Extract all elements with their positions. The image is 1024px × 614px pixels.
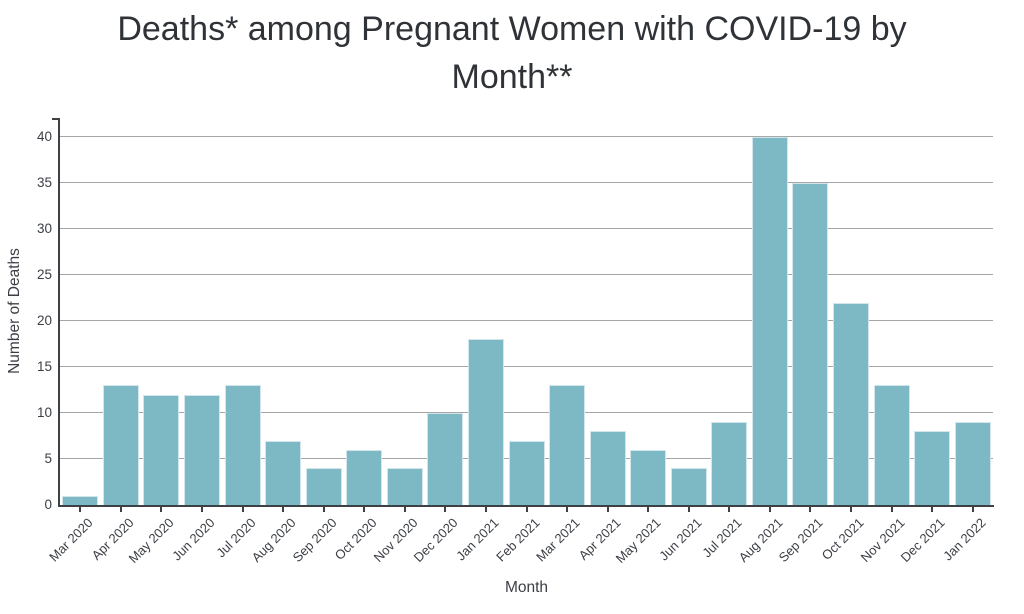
x-tick-mark: [119, 507, 122, 512]
x-tick-mark: [931, 507, 934, 512]
bar-oct-2020: [346, 449, 383, 505]
y-tick-label: 40: [36, 129, 52, 144]
bar-sep-2020: [305, 468, 342, 505]
x-tick-mark: [363, 507, 366, 512]
bar-jun-2020: [183, 394, 220, 505]
bar-nov-2021: [873, 385, 910, 505]
x-tick-mark: [79, 507, 82, 512]
bar-jan-2022: [954, 422, 991, 505]
bar-dec-2020: [427, 413, 464, 505]
y-axis-line: [58, 118, 60, 507]
bar-jun-2021: [670, 468, 707, 505]
chart-title: Deaths* among Pregnant Women with COVID-…: [0, 5, 1024, 101]
x-tick-mark: [687, 507, 690, 512]
chart-title-line-2: Month**: [451, 58, 573, 96]
bar-may-2021: [630, 449, 667, 505]
x-tick-mark: [606, 507, 609, 512]
bar-jan-2021: [467, 339, 504, 505]
bar-may-2020: [143, 394, 180, 505]
x-tick-mark: [728, 507, 731, 512]
y-tick-label: 20: [36, 313, 52, 328]
gridline-y-20: [60, 320, 993, 321]
bar-nov-2020: [386, 468, 423, 505]
gridline-y-10: [60, 412, 993, 413]
x-tick-mark: [241, 507, 244, 512]
plot-area: 0 5 10 15 20 25 30 35 40 Mar 2020 Apr 2020 May 2020…: [37, 118, 994, 566]
y-tick-label: 5: [44, 451, 52, 466]
x-tick-mark: [322, 507, 325, 512]
bar-sep-2021: [792, 183, 829, 505]
bar-jul-2021: [711, 422, 748, 505]
x-tick-mark: [200, 507, 203, 512]
bar-apr-2021: [589, 431, 626, 505]
bar-mar-2020: [62, 495, 99, 505]
x-tick-mark: [647, 507, 650, 512]
gridline-y-40: [60, 136, 993, 137]
gridline-y-30: [60, 228, 993, 229]
bar-aug-2021: [751, 137, 788, 505]
gridline-y-25: [60, 274, 993, 275]
x-tick-mark: [525, 507, 528, 512]
bar-mar-2021: [549, 385, 586, 505]
x-tick-mark: [809, 507, 812, 512]
bar-dec-2021: [914, 431, 951, 505]
bar-feb-2021: [508, 440, 545, 505]
x-tick-mark: [971, 507, 974, 512]
x-tick-mark: [566, 507, 569, 512]
bar-jul-2020: [224, 385, 261, 505]
y-axis-end-tick: [52, 118, 58, 120]
gridline-y-35: [60, 182, 993, 183]
y-tick-label: 25: [36, 267, 52, 282]
x-tick-mark: [282, 507, 285, 512]
x-tick-mark: [850, 507, 853, 512]
x-tick-mark: [890, 507, 893, 512]
y-tick-label: 35: [36, 175, 52, 190]
bar-oct-2021: [833, 302, 870, 505]
y-tick-label: 15: [36, 359, 52, 374]
y-tick-label: 10: [36, 405, 52, 420]
x-axis-title: Month: [504, 579, 549, 596]
x-tick-mark: [444, 507, 447, 512]
chart-title-line-1: Deaths* among Pregnant Women with COVID-…: [117, 10, 907, 48]
gridline-y-15: [60, 366, 993, 367]
bar-aug-2020: [265, 440, 302, 505]
x-tick-mark: [160, 507, 163, 512]
y-tick-label: 0: [44, 497, 52, 512]
y-tick-label: 30: [36, 221, 52, 236]
x-tick-mark: [403, 507, 406, 512]
x-axis-line: [58, 505, 994, 507]
bar-apr-2020: [102, 385, 139, 505]
x-tick-mark: [768, 507, 771, 512]
x-tick-mark: [484, 507, 487, 512]
